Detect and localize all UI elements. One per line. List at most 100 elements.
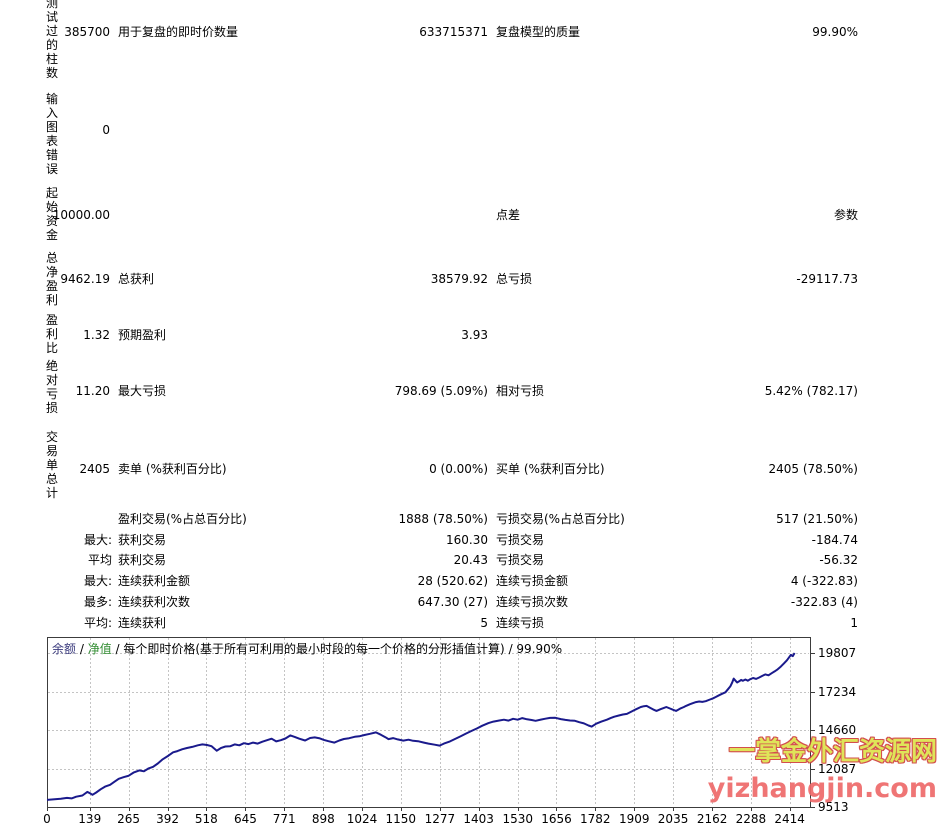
stat-label: 连续亏损次数 (496, 595, 569, 609)
stat-value: 633715371 (419, 25, 488, 39)
stat-label: 卖单 (%获利百分比) (118, 462, 227, 476)
x-axis-tick-label: 1150 (385, 812, 417, 826)
x-axis-tick-label: 2414 (774, 812, 805, 826)
legend-quality: 99.90% (516, 642, 563, 656)
side-label-bars-tested: 测试过的柱数 (45, 0, 58, 80)
stat-value: 517 (21.50%) (776, 512, 858, 526)
stat-label: 点差 (496, 208, 521, 222)
stat-value: 5.42% (782.17) (764, 384, 858, 398)
stat-value: 38579.92 (430, 272, 488, 286)
chart-legend: 余额 / 净值 / 每个即时价格(基于所有可利用的最小时段的每一个价格的分形插值… (52, 640, 562, 657)
stat-value: 3.93 (461, 328, 488, 342)
stat-row: 0 (0, 122, 943, 138)
stat-label: 连续亏损 (496, 616, 545, 630)
y-axis-tick-label: 19807 (818, 646, 857, 661)
legend-balance-label: 余额 (52, 642, 77, 656)
stat-row: 最大: 连续获利金额 28 (520.62) 连续亏损金额 4 (-322.83… (0, 573, 943, 589)
x-axis-tick-label: 1782 (579, 812, 611, 826)
side-label-profit-factor: 盈利比 (45, 313, 58, 355)
legend-equity-label: 净值 (87, 642, 112, 656)
stat-row: 10000.00 点差 参数 (0, 207, 943, 223)
y-axis-tick-label: 12087 (818, 761, 857, 776)
stat-value: 798.69 (5.09%) (394, 384, 488, 398)
stat-value: 1 (850, 616, 858, 630)
x-axis-tick-label: 139 (78, 812, 102, 826)
stat-value: 99.90% (812, 25, 858, 39)
side-label-chart-errors: 输入图表错误 (45, 92, 58, 176)
stat-row: 1.32 预期盈利 3.93 (0, 327, 943, 343)
stat-value: -184.74 (811, 533, 858, 547)
stat-value: 1.32 (83, 328, 110, 342)
watermark-site-name: 一掌金外汇资源网 (728, 737, 937, 767)
legend-separator: / (504, 642, 517, 656)
x-axis-tick-label: 898 (311, 812, 335, 826)
stat-prefix: 最大: (83, 533, 112, 547)
stat-label: 用于复盘的即时价数量 (118, 25, 239, 39)
stat-prefix: 最大: (83, 574, 112, 588)
stat-label: 连续亏损金额 (496, 574, 569, 588)
stat-label: 亏损交易(%占总百分比) (496, 512, 625, 526)
legend-separator: / (76, 642, 88, 656)
watermark: 一掌金外汇资源网 yizhangjin.com (708, 731, 937, 804)
stat-row: 11.20 最大亏损 798.69 (5.09%) 相对亏损 5.42% (78… (0, 383, 943, 399)
stat-label: 获利交易 (118, 533, 167, 547)
stat-row: 最多: 连续获利次数 647.30 (27) 连续亏损次数 -322.83 (4… (0, 594, 943, 610)
x-axis-tick-label: 0 (43, 812, 51, 826)
stat-label: 预期盈利 (118, 328, 167, 342)
x-axis-tick-label: 2288 (735, 812, 767, 826)
stat-row: 最大: 获利交易 160.30 亏损交易 -184.74 (0, 532, 943, 548)
side-label-abs-drawdown: 绝对亏损 (45, 359, 58, 415)
stat-value: 0 (0.00%) (429, 462, 488, 476)
stat-row: 9462.19 总获利 38579.92 总亏损 -29117.73 (0, 271, 943, 287)
stat-value: 160.30 (446, 533, 488, 547)
stat-prefix: 平均 (87, 553, 112, 567)
stat-label: 总获利 (118, 272, 155, 286)
stat-label: 买单 (%获利百分比) (496, 462, 605, 476)
stat-value: 11.20 (75, 384, 110, 398)
x-axis-tick-label: 2035 (657, 812, 689, 826)
stat-value: 1888 (78.50%) (398, 512, 488, 526)
stat-value: 2405 (79, 462, 110, 476)
stat-value: 9462.19 (60, 272, 110, 286)
stat-value: 385700 (64, 25, 110, 39)
stat-prefix: 平均: (83, 616, 112, 630)
stat-value: 20.43 (453, 553, 488, 567)
balance-chart (46, 637, 822, 819)
stat-label: 亏损交易 (496, 533, 545, 547)
stat-value: 5 (480, 616, 488, 630)
stat-row: 平均: 连续获利 5 连续亏损 1 (0, 615, 943, 631)
stat-value: 28 (520.62) (417, 574, 488, 588)
watermark-site-url: yizhangjin.com (707, 773, 937, 804)
stat-row: 385700 用于复盘的即时价数量 633715371 复盘模型的质量 99.9… (0, 24, 943, 40)
stat-label: 总亏损 (496, 272, 533, 286)
chart-canvas (46, 637, 815, 811)
x-axis-tick-label: 771 (272, 812, 296, 826)
stat-value: 2405 (78.50%) (768, 462, 858, 476)
stat-value: 4 (-322.83) (790, 574, 858, 588)
x-axis-tick-label: 1277 (424, 812, 456, 826)
stat-row: 2405 卖单 (%获利百分比) 0 (0.00%) 买单 (%获利百分比) 2… (0, 461, 943, 477)
stat-label: 连续获利金额 (118, 574, 191, 588)
stat-row: 盈利交易(%占总百分比) 1888 (78.50%) 亏损交易(%占总百分比) … (0, 511, 943, 527)
stat-value: 647.30 (27) (417, 595, 488, 609)
x-axis-tick-label: 645 (233, 812, 257, 826)
stat-row: 平均 获利交易 20.43 亏损交易 -56.32 (0, 552, 943, 568)
stat-label: 参数 (833, 208, 858, 222)
stat-label: 复盘模型的质量 (496, 25, 581, 39)
stat-label: 盈利交易(%占总百分比) (118, 512, 247, 526)
stat-label: 亏损交易 (496, 553, 545, 567)
stat-value: -322.83 (4) (790, 595, 858, 609)
stat-label: 最大亏损 (118, 384, 167, 398)
stat-label: 获利交易 (118, 553, 167, 567)
y-axis-tick-label: 17234 (818, 684, 857, 699)
stat-value: 0 (102, 123, 110, 137)
stat-prefix: 最多: (83, 595, 112, 609)
x-axis-tick-label: 265 (117, 812, 140, 826)
x-axis-tick-label: 392 (156, 812, 180, 826)
legend-description: 每个即时价格(基于所有可利用的最小时段的每一个价格的分形插值计算) (123, 642, 505, 656)
stat-value: 10000.00 (52, 208, 110, 222)
balance-curve (46, 652, 796, 801)
x-axis-tick-label: 1024 (346, 812, 378, 826)
y-axis-tick-label: 9513 (818, 800, 849, 814)
